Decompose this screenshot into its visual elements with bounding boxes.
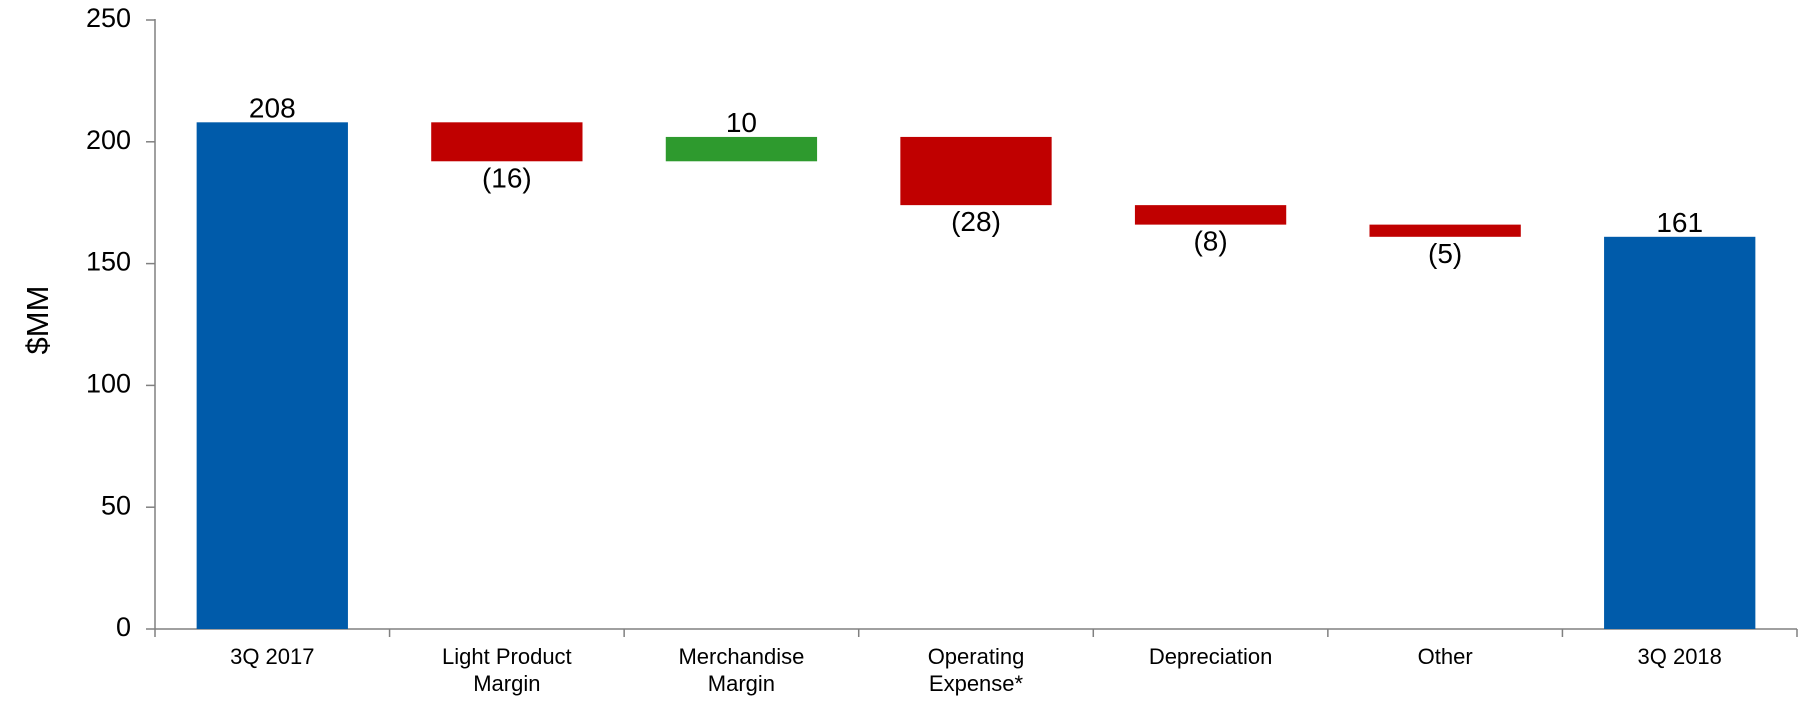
- x-category-label: 3Q 2018: [1638, 644, 1722, 669]
- x-category-label-line: Merchandise: [678, 644, 804, 669]
- x-category-label: Other: [1418, 644, 1473, 669]
- bar-total: [196, 122, 348, 629]
- bars: [196, 122, 1756, 629]
- bar-decrease: [900, 136, 1052, 206]
- x-category-label-line: Other: [1418, 644, 1473, 669]
- x-category-label: Light Product Margin: [442, 644, 572, 696]
- y-axis: 0 50 100 150 200 250: [86, 3, 156, 642]
- x-category-label-line: 3Q 2018: [1638, 644, 1722, 669]
- data-label: (16): [482, 162, 532, 193]
- data-label: 10: [726, 107, 757, 138]
- x-category-label-line: Expense*: [929, 671, 1024, 696]
- x-category-label: Depreciation: [1149, 644, 1273, 669]
- x-category-label-line: 3Q 2017: [230, 644, 314, 669]
- x-category-label-line: Light Product: [442, 644, 572, 669]
- y-tick-label: 100: [86, 369, 131, 399]
- bar-total: [1604, 236, 1756, 629]
- y-axis-title: $MM: [20, 286, 55, 355]
- x-category-label-line: Margin: [473, 671, 540, 696]
- bar-increase: [665, 136, 818, 162]
- x-category-label: Operating Expense*: [928, 644, 1025, 696]
- x-category-label-line: Depreciation: [1149, 644, 1273, 669]
- y-tick-label: 150: [86, 247, 131, 277]
- x-category-label: 3Q 2017: [230, 644, 314, 669]
- data-label: 208: [249, 92, 296, 123]
- y-tick-label: 250: [86, 3, 131, 33]
- y-tick-label: 0: [116, 612, 131, 642]
- data-label: 161: [1656, 207, 1703, 238]
- data-label: (28): [951, 206, 1001, 237]
- bar-decrease: [1134, 205, 1287, 225]
- x-category-label-line: Operating: [928, 644, 1025, 669]
- y-tick-label: 200: [86, 125, 131, 155]
- data-labels: 208 (16) 10 (28) (8) (5) 161: [249, 92, 1703, 268]
- data-label: (5): [1428, 238, 1462, 269]
- bar-decrease: [1369, 224, 1521, 237]
- x-category-label: Merchandise Margin: [678, 644, 804, 696]
- x-category-label-line: Margin: [708, 671, 775, 696]
- y-tick-label: 50: [101, 490, 131, 520]
- bar-decrease: [431, 122, 583, 162]
- data-label: (8): [1193, 226, 1227, 257]
